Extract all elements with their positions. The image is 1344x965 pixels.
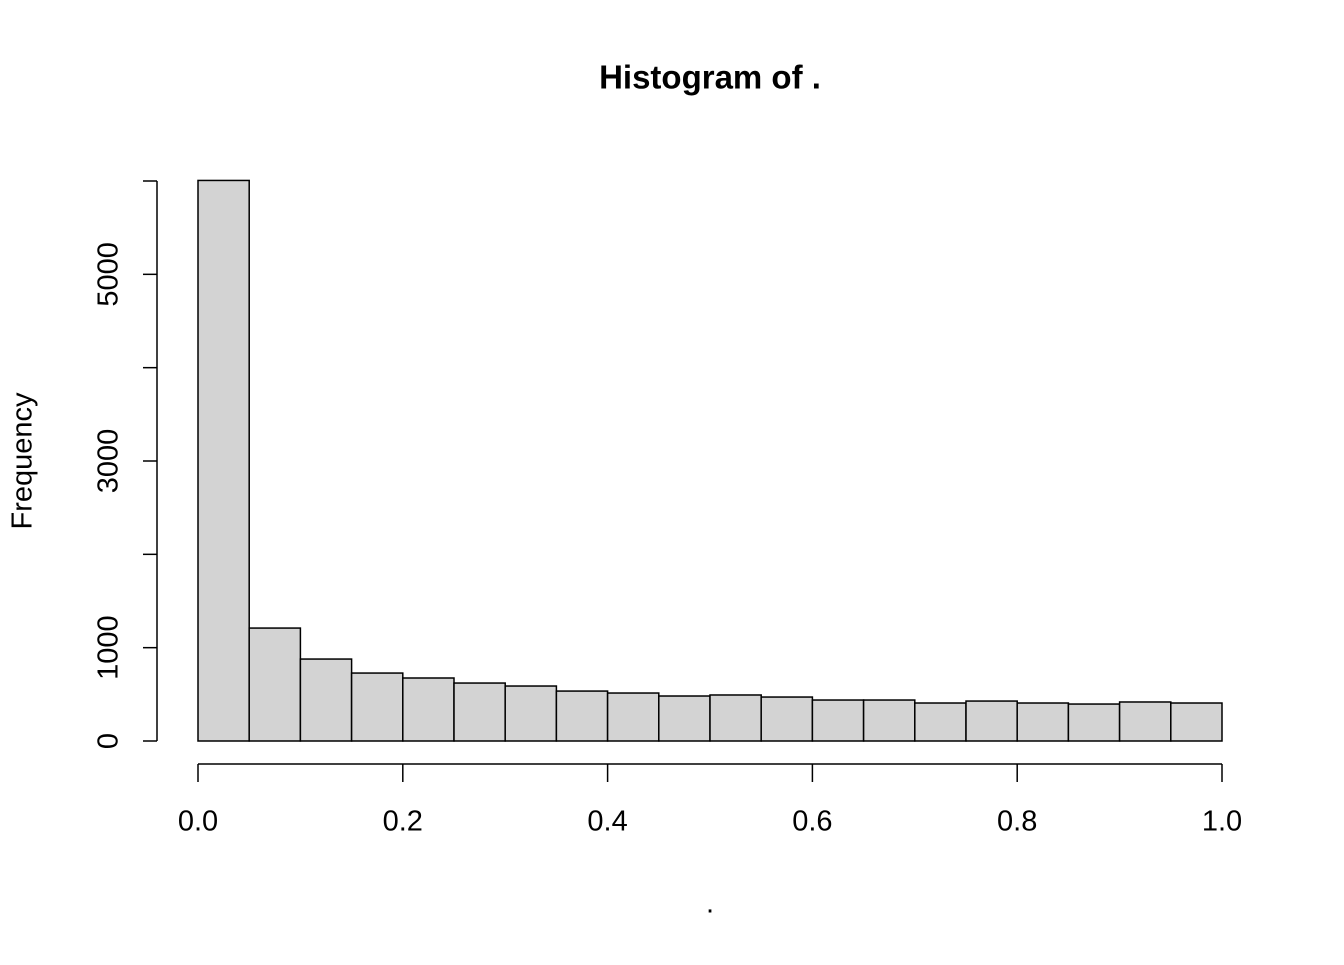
bar (453, 682, 506, 742)
bar (1118, 701, 1172, 742)
bar (248, 627, 302, 742)
x-axis-label: . (706, 888, 714, 920)
bar (709, 694, 762, 742)
bar (1170, 702, 1223, 742)
y-tick-label: 5000 (93, 242, 125, 307)
y-tick-label: 0 (93, 733, 125, 749)
bar (350, 672, 404, 742)
chart-title: Histogram of . (599, 59, 821, 96)
x-tick-label: 0.6 (792, 806, 832, 838)
x-tick-label: 0.8 (997, 806, 1037, 838)
bar (658, 695, 711, 742)
x-tick-label: 1.0 (1202, 806, 1242, 838)
bar (965, 700, 1018, 742)
bar (811, 699, 865, 742)
y-tick-label: 1000 (93, 615, 125, 680)
bar (862, 699, 916, 742)
bar (606, 692, 660, 742)
bar (1067, 703, 1121, 742)
x-tick-label: 0.0 (178, 806, 218, 838)
bar (914, 702, 967, 742)
x-tick-label: 0.4 (587, 806, 627, 838)
bar (402, 677, 455, 742)
bar (555, 690, 609, 742)
bar (197, 179, 250, 742)
bar (299, 658, 353, 742)
bar (760, 696, 814, 742)
bar (504, 685, 558, 742)
bar (1016, 702, 1070, 742)
y-axis-label: Frequency (7, 392, 39, 530)
x-tick-label: 0.2 (383, 806, 423, 838)
y-tick-label: 3000 (93, 429, 125, 494)
